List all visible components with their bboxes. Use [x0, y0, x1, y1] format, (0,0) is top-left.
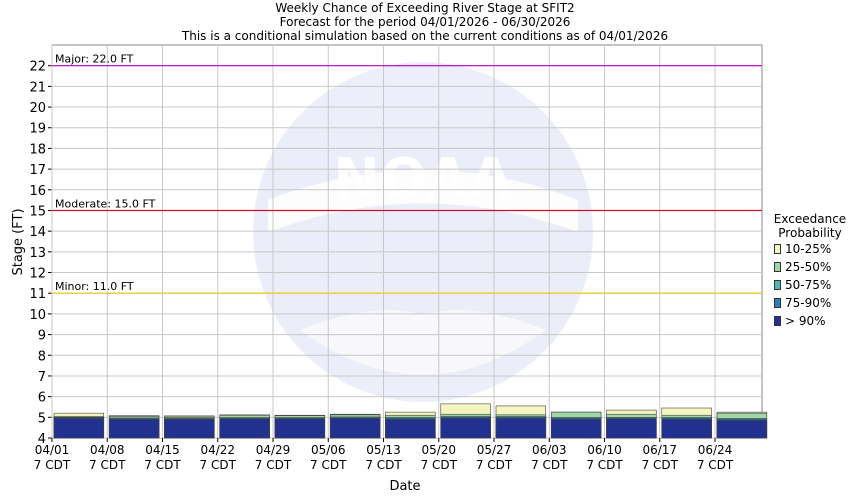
- noaa-watermark: NOAA: [253, 62, 593, 402]
- x-tick-label: 05/06: [311, 443, 346, 457]
- bar-segment: [440, 418, 491, 439]
- x-tick-label: 05/20: [421, 443, 456, 457]
- x-tick-sublabel: 7 CDT: [310, 458, 347, 472]
- y-tick-label: 20: [29, 101, 46, 116]
- x-tick-label: 06/10: [587, 443, 622, 457]
- y-tick-label: 17: [29, 163, 46, 178]
- y-tick-label: 14: [29, 225, 46, 240]
- y-tick-label: 19: [29, 122, 46, 137]
- y-tick-label: 7: [38, 370, 46, 385]
- x-tick-sublabel: 7 CDT: [144, 458, 181, 472]
- y-tick-label: 18: [29, 142, 46, 157]
- y-tick-label: 6: [38, 391, 46, 406]
- bar-segment: [274, 418, 326, 439]
- y-tick-label: 8: [38, 349, 46, 364]
- bar-segment: [716, 420, 768, 439]
- legend-label: 25-50%: [785, 260, 832, 274]
- threshold-label: Moderate: 15.0 FT: [55, 197, 156, 210]
- y-tick-label: 16: [29, 184, 46, 199]
- bar-segment: [606, 418, 657, 439]
- noaa-logo-text: NOAA: [333, 147, 513, 212]
- y-tick-label: 10: [29, 308, 46, 323]
- y-tick-label: 21: [29, 80, 46, 95]
- legend-label: 75-90%: [785, 296, 832, 310]
- y-tick-label: 12: [29, 267, 46, 282]
- legend-title: Exceedance: [773, 212, 847, 226]
- chart-subtitle-period: Forecast for the period 04/01/2026 - 06/…: [279, 15, 571, 29]
- x-tick-sublabel: 7 CDT: [34, 458, 71, 472]
- bar-segment: [495, 418, 547, 439]
- x-tick-sublabel: 7 CDT: [476, 458, 513, 472]
- x-tick-sublabel: 7 CDT: [642, 458, 679, 472]
- y-tick-label: 13: [29, 246, 46, 261]
- y-axis-title: Stage (FT): [11, 208, 26, 275]
- legend-item: 75-90%: [774, 294, 850, 312]
- x-tick-label: 06/17: [642, 443, 677, 457]
- x-tick-sublabel: 7 CDT: [89, 458, 126, 472]
- x-tick-sublabel: 7 CDT: [697, 458, 734, 472]
- x-tick-label: 05/13: [366, 443, 401, 457]
- legend-label: 50-75%: [785, 278, 832, 292]
- x-tick-sublabel: 7 CDT: [586, 458, 623, 472]
- bar-segment: [108, 419, 160, 439]
- legend-item: > 90%: [774, 312, 850, 330]
- legend-subtitle: Probability: [778, 226, 842, 240]
- y-tick-label: 11: [29, 287, 46, 302]
- bar-segment: [53, 418, 105, 439]
- x-tick-sublabel: 7 CDT: [255, 458, 292, 472]
- y-tick-label: 4: [38, 432, 46, 447]
- threshold-label: Major: 22.0 FT: [55, 53, 134, 66]
- bar-segment: [329, 418, 381, 439]
- x-tick-label: 04/08: [90, 443, 125, 457]
- legend-swatch: [774, 262, 781, 272]
- x-tick-sublabel: 7 CDT: [365, 458, 402, 472]
- x-tick-label: 04/22: [200, 443, 235, 457]
- x-tick-label: 06/03: [532, 443, 567, 457]
- threshold-label: Minor: 11.0 FT: [55, 280, 134, 293]
- legend-label: > 90%: [785, 314, 826, 328]
- x-tick-label: 06/24: [698, 443, 733, 457]
- x-tick-sublabel: 7 CDT: [421, 458, 458, 472]
- legend-swatch: [774, 298, 781, 308]
- x-tick-sublabel: 7 CDT: [531, 458, 568, 472]
- bar-segment: [385, 419, 436, 439]
- bar-segment: [219, 418, 270, 439]
- chart-title: Weekly Chance of Exceeding River Stage a…: [275, 1, 575, 15]
- x-tick-label: 04/15: [145, 443, 180, 457]
- x-tick-label: 04/29: [256, 443, 291, 457]
- legend-item: 25-50%: [774, 258, 850, 276]
- legend-swatch: [774, 316, 781, 326]
- y-tick-label: 9: [38, 329, 46, 344]
- legend-swatch: [774, 280, 781, 290]
- bar-segment: [164, 419, 215, 439]
- x-axis-title: Date: [389, 479, 420, 494]
- bar-segment: [661, 419, 712, 439]
- y-tick-label: 5: [38, 411, 46, 426]
- x-tick-label: 05/27: [477, 443, 512, 457]
- legend-swatch: [774, 244, 781, 254]
- y-tick-label: 15: [29, 204, 46, 219]
- bar-segment: [550, 419, 602, 439]
- legend-label: 10-25%: [785, 242, 832, 256]
- legend-item: 10-25%: [774, 240, 850, 258]
- y-tick-label: 22: [29, 60, 46, 75]
- x-tick-label: 04/01: [35, 443, 70, 457]
- legend: Exceedance Probability 10-25% 25-50% 50-75…: [768, 212, 850, 330]
- x-tick-sublabel: 7 CDT: [200, 458, 237, 472]
- legend-item: 50-75%: [774, 276, 850, 294]
- chart-subtitle-conditions: This is a conditional simulation based o…: [181, 29, 669, 43]
